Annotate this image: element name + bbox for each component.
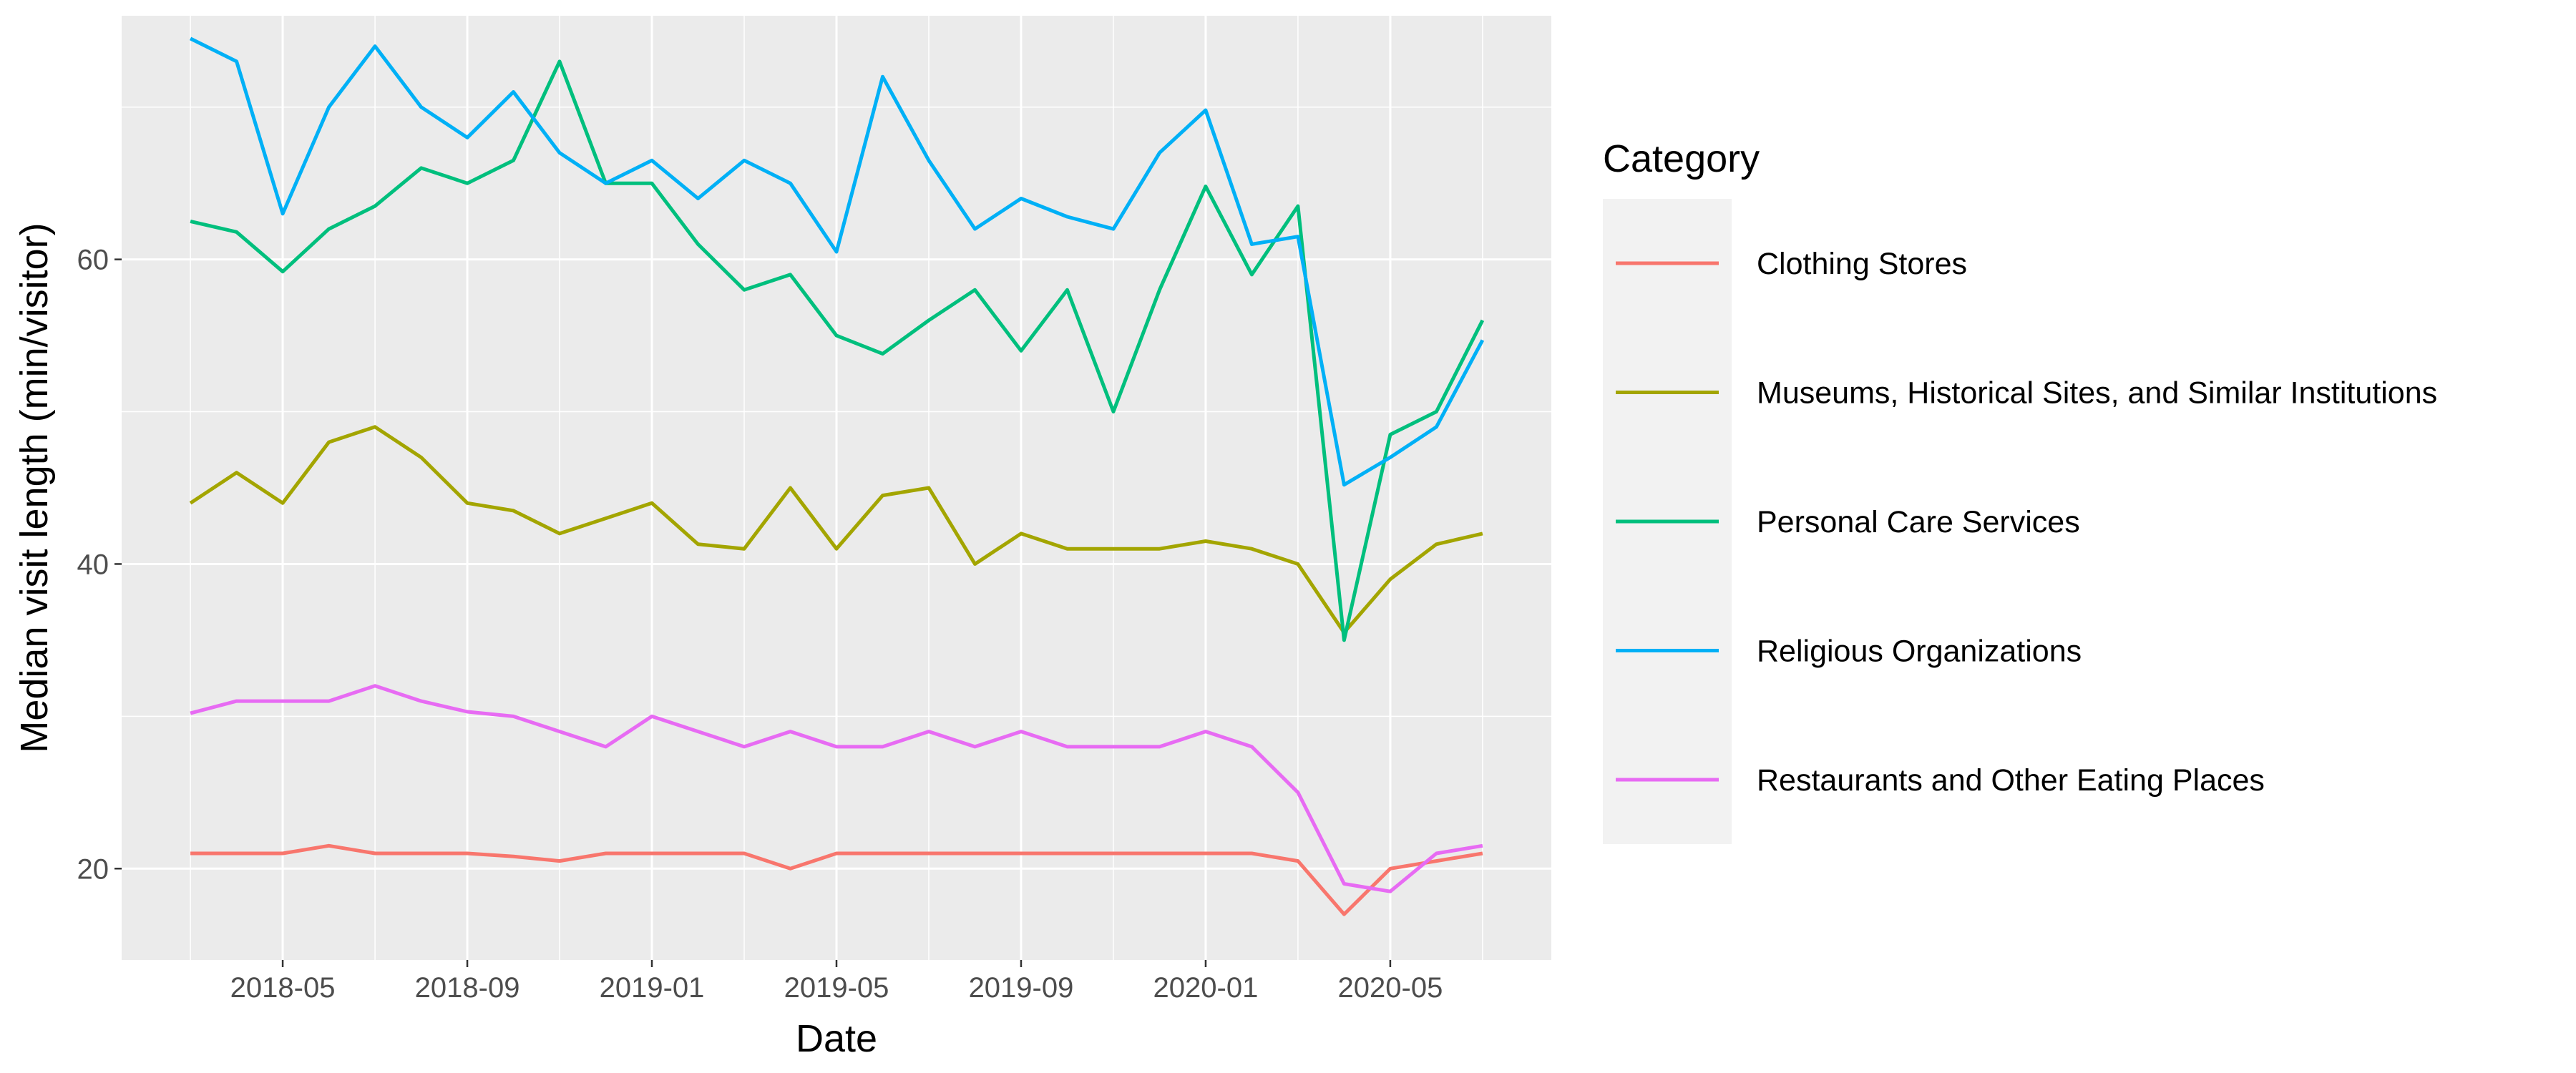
legend-label: Personal Care Services	[1757, 505, 2080, 539]
series-line-personal-care-services	[190, 59, 1485, 642]
legend-title: Category	[1603, 137, 1760, 180]
x-tick-label: 2019-05	[784, 972, 889, 1004]
x-tick-label: 2018-09	[415, 972, 520, 1004]
series-line-clothing-stores	[190, 843, 1483, 916]
x-tick-label: 2018-05	[230, 972, 336, 1004]
series-lines	[189, 36, 1485, 916]
series-line-museums-historical-sites-and-similar-institutions	[189, 425, 1483, 635]
y-tick-labels: 20 40 60	[77, 245, 109, 886]
y-tick-label: 40	[77, 549, 109, 580]
series-line-religious-organizations	[189, 36, 1485, 487]
x-tick-label: 2019-09	[969, 972, 1074, 1004]
series-line-restaurants-and-other-eating-places	[190, 684, 1483, 893]
legend-label: Museums, Historical Sites, and Similar I…	[1757, 376, 2437, 411]
legend-label: Religious Organizations	[1757, 635, 2082, 669]
major-gridlines	[122, 16, 1551, 960]
x-tick-labels: 2018-05 2018-09 2019-01 2019-05 2019-09 2020-…	[230, 972, 1443, 1004]
x-tick-label: 2020-01	[1153, 972, 1259, 1004]
y-tick-label: 20	[77, 853, 109, 885]
legend-items: Clothing Stores Museums, Historical Sites…	[1616, 247, 2437, 798]
legend-label: Clothing Stores	[1757, 247, 1967, 281]
legend-label: Restaurants and Other Eating Places	[1757, 763, 2265, 798]
y-tick-label: 60	[77, 245, 109, 276]
x-tick-label: 2019-01	[600, 972, 705, 1004]
x-axis-title: Date	[796, 1017, 877, 1060]
legend: Category Clothing Stores Museums, Histori…	[1603, 137, 2437, 844]
axis-ticks	[114, 258, 1392, 967]
x-tick-label: 2020-05	[1338, 972, 1443, 1004]
y-axis-title: Median visit length (min/visitor)	[13, 222, 56, 753]
